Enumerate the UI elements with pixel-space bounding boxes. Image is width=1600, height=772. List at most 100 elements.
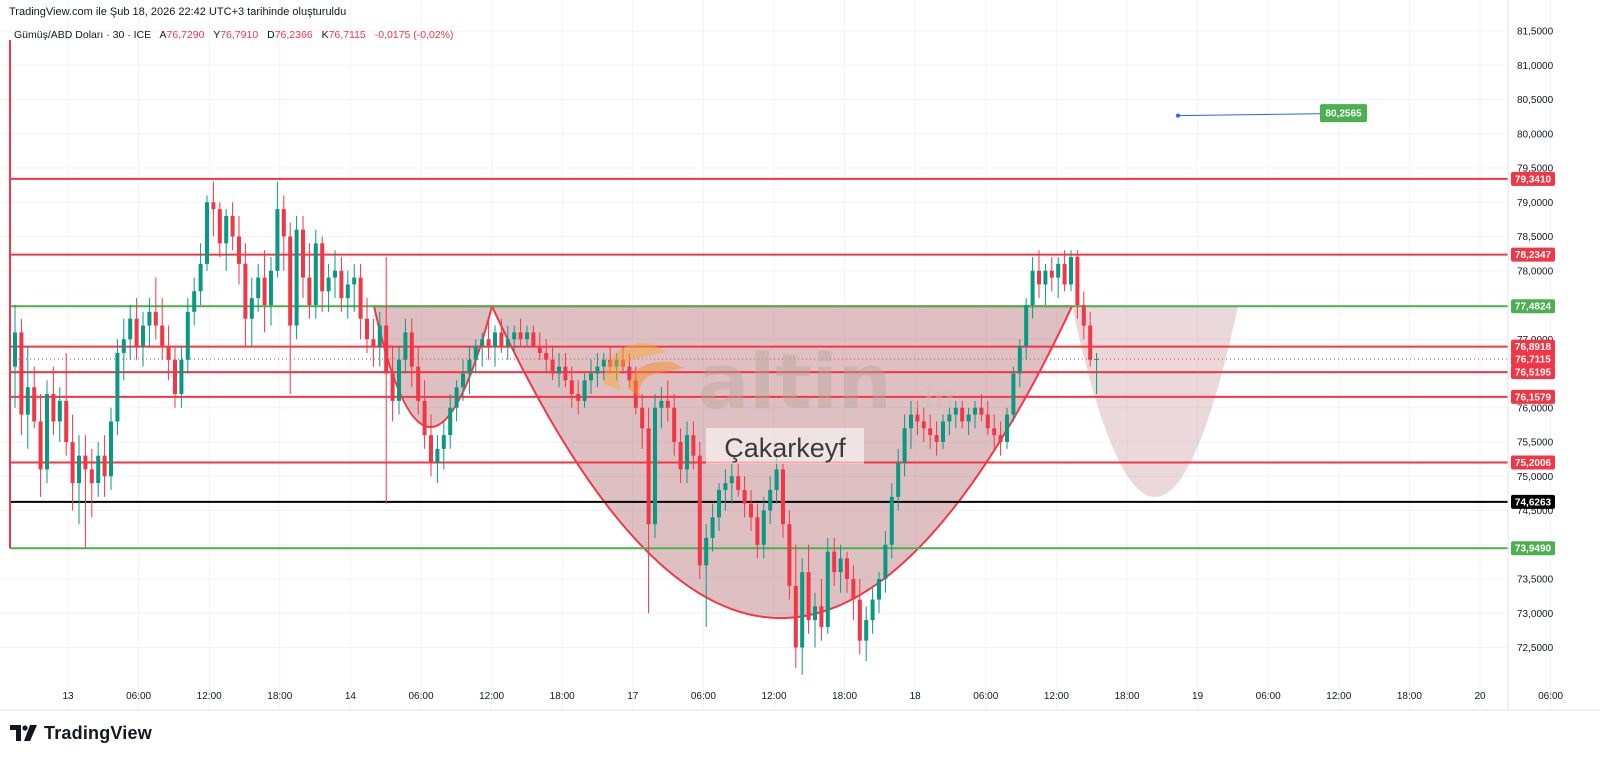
y-tick-label: 76,0000 — [1517, 403, 1554, 414]
candle-body — [1030, 270, 1035, 305]
y-tick-label: 75,0000 — [1517, 472, 1554, 483]
candle — [781, 462, 785, 538]
candle — [422, 380, 427, 449]
candle-body — [288, 236, 293, 326]
candle — [934, 421, 939, 456]
candle — [544, 339, 549, 374]
candle-body — [326, 277, 331, 292]
x-tick-label: 06:00 — [973, 691, 998, 702]
legend-close-label: K — [321, 29, 329, 41]
candle-body — [461, 373, 465, 388]
candle-body — [953, 407, 958, 415]
legend-symbol[interactable]: Gümüş/ABD Doları · 30 · ICE — [14, 29, 152, 41]
candle-body — [582, 380, 587, 401]
tradingview-brand[interactable]: TradingView — [10, 721, 152, 745]
candle — [345, 270, 350, 319]
candle-body — [345, 284, 350, 299]
candle-body — [390, 373, 395, 401]
candle-body — [857, 599, 862, 641]
level-price-tag: 75,2006 — [1515, 458, 1552, 469]
candle — [301, 215, 305, 299]
time-axis: 13 06:00 12:00 18:00 14 06:00 12:00 18:00 17 06:0… — [62, 691, 1563, 702]
last-price-tag-box — [1511, 352, 1555, 367]
candle-body — [467, 359, 472, 374]
candle-body — [224, 215, 229, 244]
candle — [557, 352, 561, 388]
candle — [473, 339, 478, 374]
candle-body — [89, 469, 94, 484]
candle-body — [512, 332, 517, 340]
candle — [32, 366, 37, 429]
candle — [448, 394, 453, 449]
watermark: altin .in Çakarkeyf — [604, 337, 955, 464]
candle-body — [601, 359, 606, 367]
candle — [1005, 407, 1009, 449]
candle — [851, 565, 856, 621]
candle-body — [838, 558, 843, 573]
legend-high-label: Y — [213, 29, 221, 41]
candle — [697, 442, 702, 579]
level-price-tag-box — [1511, 365, 1555, 380]
candle — [512, 325, 517, 353]
candle-body — [365, 318, 369, 340]
y-tick-label: 78,0000 — [1517, 266, 1554, 277]
candle-body — [377, 325, 382, 347]
candle-body — [537, 346, 542, 353]
y-tick-label: 72,5000 — [1517, 643, 1554, 654]
x-tick-label: 18:00 — [550, 691, 575, 702]
y-tick-label: 73,5000 — [1517, 575, 1554, 586]
candle — [1075, 250, 1080, 319]
candle-body — [749, 503, 753, 518]
left-shoulder-arc — [372, 305, 494, 429]
candle — [595, 352, 600, 388]
candle-body — [1062, 263, 1067, 285]
candle-body — [115, 352, 120, 422]
candle — [870, 585, 875, 634]
candle — [70, 414, 75, 511]
candle-body — [819, 606, 824, 627]
candle — [435, 435, 440, 484]
candle-body — [493, 332, 497, 347]
candle — [230, 202, 235, 251]
candle-body — [409, 332, 414, 367]
candle — [281, 195, 286, 271]
candle — [256, 263, 261, 312]
candle-body — [825, 551, 830, 627]
candle-body — [352, 277, 357, 285]
level-price-tag-box — [1511, 389, 1555, 404]
candle-body — [166, 346, 171, 360]
level-price-tag: 73,9490 — [1515, 544, 1552, 555]
candle-body — [877, 579, 881, 600]
candle — [985, 400, 990, 436]
legend-low-value: 76,2366 — [274, 29, 313, 41]
level-price-tag-box — [1511, 541, 1555, 556]
candle-body — [979, 407, 984, 415]
level-price-tag: 79,3410 — [1515, 174, 1552, 185]
candle-body — [192, 291, 197, 312]
candle-body — [781, 469, 785, 525]
candle — [685, 421, 689, 484]
logo-swoosh-icon — [628, 361, 684, 398]
candle-body — [473, 346, 478, 360]
candle — [550, 346, 555, 381]
candle — [269, 257, 273, 326]
target-annotation: 80,2565 — [1176, 104, 1367, 123]
candle-body — [717, 489, 721, 518]
candle-body — [870, 599, 875, 621]
snapshot-caption: TradingView.com ile Şub 18, 2026 22:42 U… — [9, 6, 347, 18]
candle — [1037, 250, 1041, 299]
candle-body — [845, 558, 849, 579]
candle — [659, 387, 664, 429]
candle-body — [928, 428, 933, 436]
candle — [121, 318, 126, 381]
candle — [653, 394, 657, 538]
candle-body — [205, 202, 209, 264]
candle-body — [915, 414, 920, 422]
candle-body — [269, 270, 273, 305]
candle — [1024, 298, 1029, 360]
candle — [525, 325, 529, 347]
candle — [358, 263, 363, 340]
candle — [672, 394, 677, 456]
candle-body — [429, 435, 433, 463]
